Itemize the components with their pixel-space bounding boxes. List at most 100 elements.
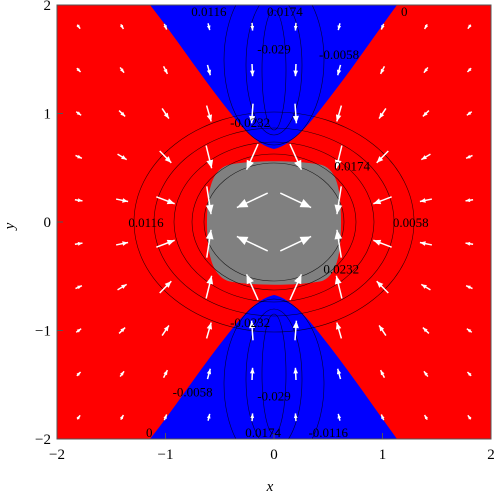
vector-arrowhead [465, 198, 471, 203]
y-tick-label: −2 [35, 432, 51, 448]
vector-arrowhead [206, 114, 213, 122]
contour-label: 0.0116 [191, 4, 227, 19]
vector-arrowhead [163, 414, 167, 419]
center-region [207, 161, 341, 285]
vector-arrowhead [120, 111, 126, 117]
vector-arrowhead [334, 229, 343, 240]
vector-arrowhead [336, 69, 342, 76]
vector-arrowhead [466, 111, 472, 116]
contour-line [153, 127, 395, 317]
vector-arrowhead [380, 370, 385, 376]
vector-arrowhead [164, 281, 172, 288]
contour-label: 0.0174 [245, 425, 281, 440]
vector-arrowhead [337, 25, 342, 31]
vector-arrowhead [294, 274, 302, 285]
vector-arrowhead [293, 25, 298, 31]
contour-line [261, 9, 287, 131]
vector-arrowhead [334, 159, 342, 169]
contour-label: -0.0232 [230, 115, 270, 130]
vector-arrowhead [465, 241, 471, 246]
vector-arrowhead [294, 159, 302, 170]
vector-arrowhead [163, 25, 167, 30]
vector-arrowhead [120, 371, 125, 376]
contour-line [245, 5, 303, 136]
vector-arrowhead [249, 70, 255, 77]
vector-arrowhead [424, 414, 429, 420]
contour-label: -0.029 [257, 41, 291, 56]
vector-arrowhead [206, 413, 211, 419]
vector-arrowhead [206, 25, 211, 31]
vector-arrowhead [336, 368, 342, 375]
vector-arrowhead [119, 24, 124, 30]
vector-arrowhead [76, 328, 82, 333]
vector-arrowhead [246, 159, 254, 170]
vector-arrowhead [206, 368, 212, 375]
contour-line [223, 5, 325, 146]
vector-arrowhead [467, 371, 472, 377]
x-tick-label: −2 [49, 447, 65, 463]
y-tick-label: 1 [44, 107, 52, 123]
vector-arrowhead [299, 236, 312, 246]
vector-arrowhead [76, 111, 82, 116]
vector-arrowhead [376, 281, 384, 288]
vector-arrowhead [120, 68, 125, 73]
axis-ticks: −2 −1 0 1 2 −2 −1 0 1 2 [35, 0, 495, 463]
x-tick-label: 2 [487, 447, 495, 463]
y-tick-label: 2 [44, 0, 52, 14]
vector-arrowhead [379, 325, 385, 332]
x-tick-label: 0 [270, 447, 278, 463]
vector-arrowhead [76, 371, 81, 377]
contour-label: -0.0232 [230, 315, 270, 330]
contour-label: 0.0116 [128, 215, 164, 230]
contour-label: -0.0116 [308, 425, 348, 440]
vector-arrowhead [166, 198, 175, 205]
vector-arrowhead [466, 285, 471, 290]
contour-label: 0.0232 [323, 262, 359, 277]
vector-arrowhead [419, 198, 426, 203]
x-axis-label: x [266, 479, 274, 495]
vector-arrowhead [206, 69, 212, 76]
vector-arrowhead [376, 156, 384, 163]
contour-label: 0.0174 [267, 4, 303, 19]
vector-arrowhead [206, 322, 213, 330]
vector-arrowhead [122, 241, 129, 246]
vector-arrowhead [334, 204, 343, 215]
vector-arrowhead [121, 155, 127, 160]
vector-arrowhead [424, 24, 429, 30]
contour-line [203, 162, 345, 282]
vector-arrowhead [373, 198, 382, 205]
vector-arrowhead [337, 413, 342, 419]
vector-arrowhead [206, 159, 214, 169]
vector-arrowhead [250, 25, 255, 31]
vector-arrowhead [380, 68, 385, 74]
vector-arrowhead [293, 413, 298, 419]
vector-arrowhead [249, 367, 255, 374]
y-tick-label: −1 [35, 324, 51, 340]
vector-arrowhead [422, 111, 428, 117]
vector-arrowhead [421, 284, 427, 289]
vector-arrowhead [120, 327, 126, 333]
vector-arrowhead [122, 198, 129, 203]
contour-labels: 0.0116 0.0174 0 -0.029 -0.0058 -0.0232 0.0174 0… [128, 4, 428, 440]
vector-field [74, 22, 474, 422]
vector-arrowhead [249, 320, 256, 329]
x-tick-label: −1 [158, 447, 174, 463]
contour-label: -0.0058 [173, 384, 213, 399]
vector-arrowhead [121, 284, 127, 289]
contour-line [245, 308, 303, 439]
vector-arrowhead [467, 415, 472, 420]
contour-layer [133, 5, 415, 439]
vector-arrowhead [163, 370, 168, 376]
vector-arrowhead [206, 275, 214, 285]
vector-arrowhead [466, 154, 471, 159]
vector-arrowhead [246, 274, 254, 285]
vector-arrowhead [166, 239, 175, 246]
y-axis-label: y [2, 222, 18, 231]
vector-arrowhead [292, 320, 299, 329]
contour-label: 0.0174 [334, 159, 370, 174]
vector-arrowhead [466, 328, 472, 333]
vector-arrowhead [236, 236, 249, 246]
vector-arrowhead [77, 198, 83, 203]
vector-arrowhead [335, 322, 342, 330]
